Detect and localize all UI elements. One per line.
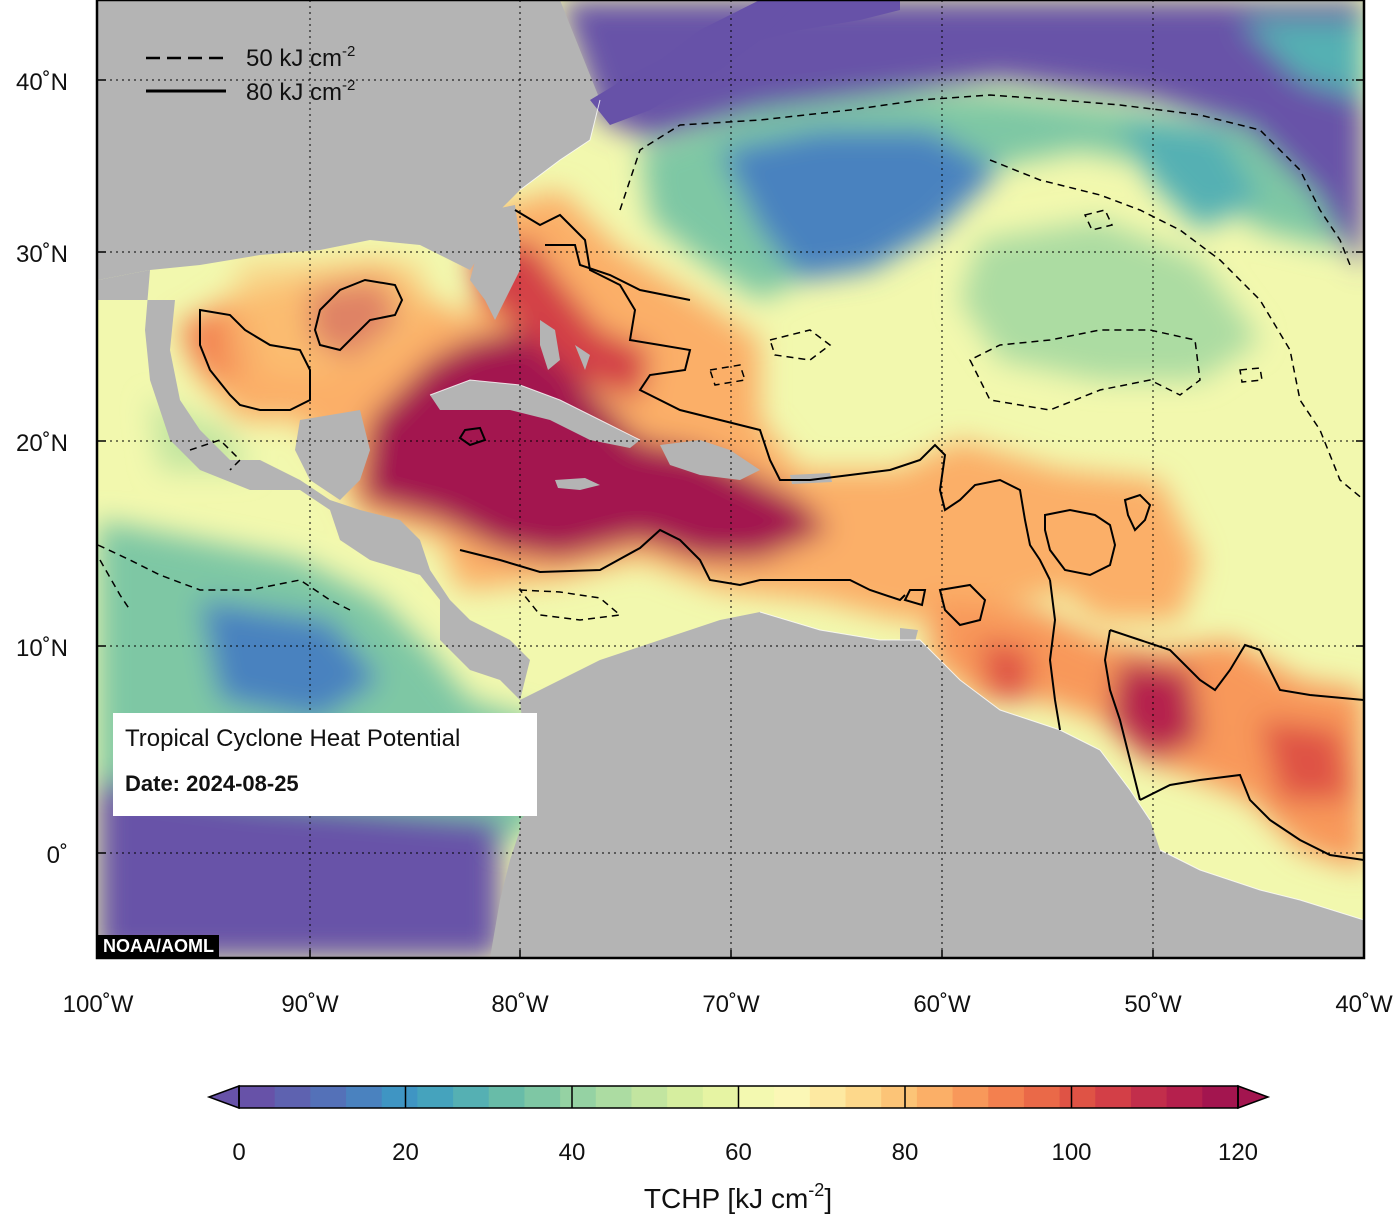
colorbar-swatch: [239, 1086, 276, 1108]
info-title: Tropical Cyclone Heat Potential: [125, 725, 461, 752]
colorbar-swatch: [845, 1086, 882, 1108]
colorbar-title: TCHP [kJ cm-2]: [644, 1180, 832, 1214]
longitude-labels: 100˚W 90˚W 80˚W 70˚W 60˚W 50˚W 40˚W: [63, 991, 1393, 1018]
colorbar-tick-120: 120: [1218, 1139, 1258, 1166]
colorbar-swatch: [310, 1086, 347, 1108]
colorbar-swatch: [988, 1086, 1025, 1108]
colorbar-swatch: [631, 1086, 668, 1108]
colorbar-tick-20: 20: [392, 1139, 419, 1166]
contour-80: [199, 209, 1364, 861]
colorbar-swatch: [667, 1086, 704, 1108]
colorbar-swatch: [1023, 1086, 1061, 1108]
colorbar-swatch: [595, 1086, 633, 1108]
lat-label-20n: 20˚N: [16, 430, 68, 457]
legend-dashed-label: 50 kJ cm-2: [246, 43, 355, 72]
colorbar-swatch: [1130, 1086, 1168, 1108]
contour-legend: 50 kJ cm-2 80 kJ cm-2: [146, 43, 355, 106]
colorbar: 0 20 40 60 80 100 120 TCHP [kJ cm-2]: [206, 1084, 1271, 1214]
colorbar-swatch: [1059, 1086, 1096, 1108]
colorbar-ticks: [238, 1086, 1239, 1108]
credit-label: NOAA/AOML: [98, 935, 219, 958]
colorbar-tick-80: 80: [892, 1139, 919, 1166]
colorbar-swatch: [916, 1086, 954, 1108]
landmass: [98, 0, 1364, 958]
lon-label-50w: 50˚W: [1124, 991, 1182, 1018]
coastline: [429, 99, 1364, 921]
colorbar-tick-100: 100: [1051, 1139, 1091, 1166]
colorbar-min-arrow: [206, 1084, 240, 1110]
colorbar-tick-0: 0: [232, 1139, 245, 1166]
colorbar-swatch: [417, 1086, 454, 1108]
colorbar-swatch: [381, 1086, 418, 1108]
colorbar-tick-40: 40: [559, 1139, 586, 1166]
lon-label-100w: 100˚W: [63, 991, 134, 1018]
lon-label-60w: 60˚W: [913, 991, 971, 1018]
colorbar-swatch: [1095, 1086, 1132, 1108]
colorbar-swatch: [453, 1086, 490, 1108]
info-date: Date: 2024-08-25: [125, 771, 299, 796]
contour-50: [98, 94, 1364, 621]
lat-label-10n: 10˚N: [16, 635, 68, 662]
tick-marks: [98, 79, 1364, 958]
colorbar-swatch: [346, 1086, 383, 1108]
lon-label-40w: 40˚W: [1335, 991, 1393, 1018]
legend-solid-label: 80 kJ cm-2: [246, 77, 355, 106]
colorbar-swatch: [560, 1086, 597, 1108]
lon-label-90w: 90˚W: [281, 991, 339, 1018]
latitude-labels: 40˚N 30˚N 20˚N 10˚N 0˚: [16, 69, 68, 869]
colorbar-swatch: [1166, 1086, 1203, 1108]
colorbar-swatch: [881, 1086, 918, 1108]
colorbar-swatch: [1202, 1086, 1239, 1108]
colorbar-swatch: [809, 1086, 847, 1108]
lat-label-30n: 30˚N: [16, 241, 68, 268]
heat-potential-field: [98, 0, 1364, 958]
colorbar-swatches: [239, 1086, 1239, 1108]
colorbar-swatch: [774, 1086, 811, 1108]
colorbar-swatch: [524, 1086, 561, 1108]
lon-label-70w: 70˚W: [702, 991, 760, 1018]
colorbar-swatch: [738, 1086, 775, 1108]
colorbar-max-arrow: [1237, 1084, 1271, 1110]
colorbar-swatch: [952, 1086, 989, 1108]
info-box: Tropical Cyclone Heat Potential Date: 20…: [113, 713, 537, 816]
lon-label-80w: 80˚W: [491, 991, 549, 1018]
colorbar-tick-60: 60: [725, 1139, 752, 1166]
map-panel: 50 kJ cm-2 80 kJ cm-2: [98, 0, 1364, 958]
colorbar-swatch: [488, 1086, 526, 1108]
colorbar-swatch: [702, 1086, 740, 1108]
colorbar-swatch: [274, 1086, 311, 1108]
lat-label-40n: 40˚N: [16, 69, 68, 96]
lat-label-equator: 0˚: [47, 842, 68, 869]
